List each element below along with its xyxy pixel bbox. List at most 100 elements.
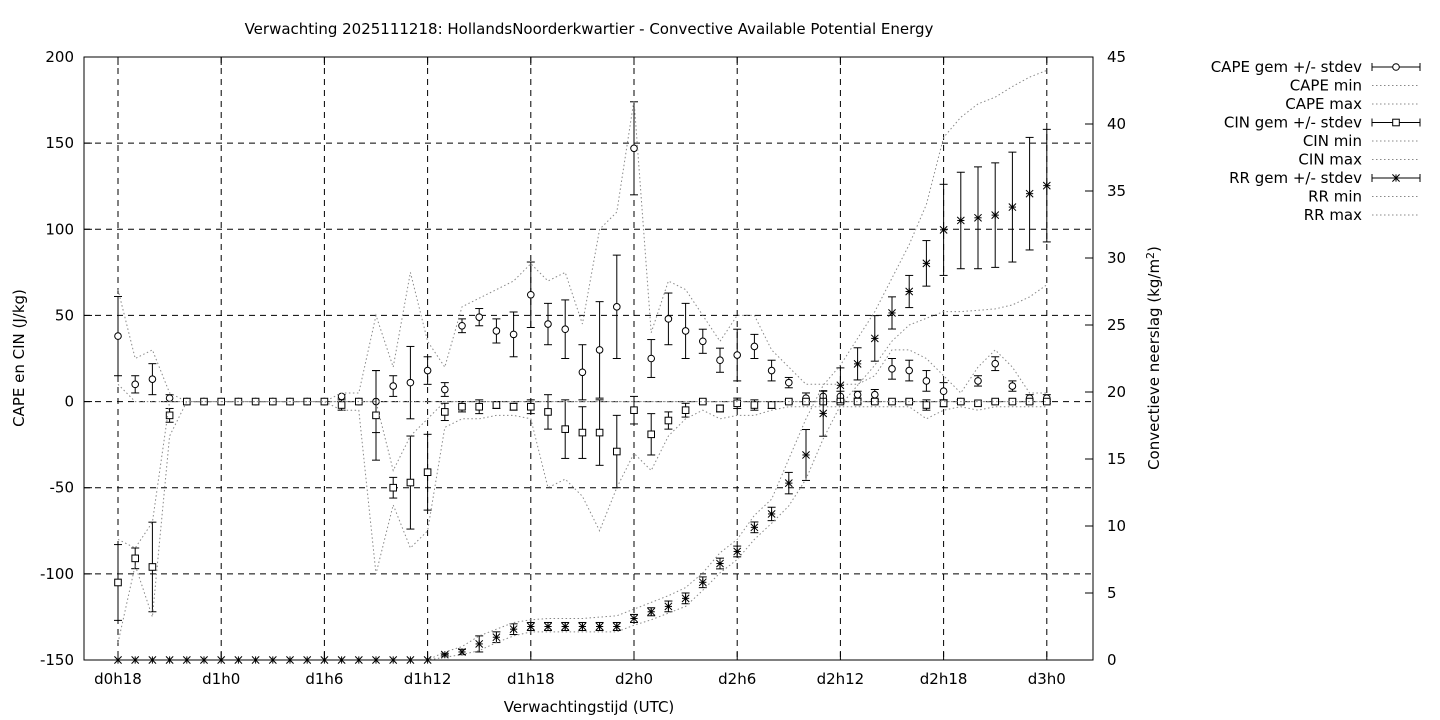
- legend-marker: [1392, 118, 1400, 127]
- rr-gem-stdev-point-stroke: [526, 622, 535, 631]
- cape-gem-stdev-point: [165, 394, 174, 402]
- rr-gem-stdev-point-stroke: [802, 451, 810, 459]
- cin-gem-stdev-point: [647, 430, 656, 439]
- cin-gem-stdev-point: [148, 563, 157, 571]
- legend-item-rr-gem-stdev: RR gem +/- stdev: [1229, 169, 1421, 187]
- legend-label: CIN gem +/- stdev: [1224, 114, 1362, 132]
- rr-gem-stdev-point-stroke: [939, 225, 948, 234]
- rr-gem-stdev-point: [853, 359, 862, 368]
- cin-gem-stdev-point: [337, 401, 346, 409]
- rr-gem-stdev-point: [784, 479, 793, 488]
- cin-gem-stdev-point: [871, 397, 879, 406]
- cin-gem-stdev-point: [578, 428, 587, 437]
- series-cin-min: [117, 401, 1047, 643]
- y2-tick-label: 40: [1107, 115, 1126, 133]
- rr-gem-stdev-point: [492, 633, 501, 642]
- cin-gem-stdev-point: [389, 483, 397, 492]
- cape-gem-stdev-point: [785, 378, 793, 387]
- rr-gem-stdev-point: [561, 622, 570, 631]
- axis-ticks: d0h18 d1h0 d1h6 d1h12 d1h18 d2h0 d2h6 d2h12 d2h1…: [40, 48, 1126, 688]
- rr-gem-stdev-point: [544, 622, 552, 631]
- cape-gem-stdev-point: [750, 342, 759, 351]
- rr-min-line: [118, 284, 1048, 661]
- rr-gem-stdev-point-stroke: [681, 594, 690, 603]
- chart-title: Verwachting 2025111218: HollandsNoorderk…: [245, 20, 934, 38]
- cape-gem-stdev-point: [544, 320, 552, 328]
- rr-gem-stdev-point-stroke: [492, 633, 501, 642]
- rr-gem-stdev-point: [836, 381, 845, 390]
- cape-gem-stdev-point: [699, 337, 707, 346]
- y-tick-label: -100: [40, 565, 74, 583]
- cape-gem-stdev-point: [389, 382, 398, 390]
- x-tick-label: d2h0: [615, 670, 653, 688]
- rr-gem-stdev-point: [750, 523, 759, 532]
- rr-gem-stdev-point: [888, 308, 896, 317]
- rr-gem-stdev-point-stroke: [836, 381, 845, 390]
- cin-gem-stdev-point: [888, 397, 896, 406]
- cape-gem-stdev-point: [888, 365, 896, 373]
- legend-item-rr-min: RR min: [1308, 188, 1420, 206]
- series-layer: [114, 69, 1051, 664]
- rr-gem-stdev-point-stroke: [733, 547, 742, 556]
- rr-gem-stdev-point-stroke: [698, 578, 707, 587]
- rr-gem-stdev-point: [956, 216, 965, 225]
- y-tick-label: -50: [50, 479, 75, 497]
- rr-gem-stdev-point: [475, 639, 484, 648]
- legend-item-cin-min: CIN min: [1303, 132, 1420, 150]
- cin-gem-stdev-point: [1043, 397, 1051, 406]
- cape-gem-stdev-point: [767, 366, 776, 375]
- y2-tick-label: 20: [1107, 383, 1126, 401]
- cape-gem-stdev-point: [131, 380, 139, 389]
- rr-gem-stdev-point: [767, 509, 776, 518]
- rr-gem-stdev-point: [647, 607, 656, 616]
- rr-gem-stdev-point-stroke: [509, 625, 518, 634]
- rr-gem-stdev-point-stroke: [974, 213, 982, 222]
- cape-gem-stdev-point: [853, 390, 862, 399]
- cape-gem-stdev-point: [974, 377, 982, 385]
- rr-gem-stdev-point-stroke: [440, 650, 449, 659]
- rr-gem-stdev-point-stroke: [750, 523, 759, 532]
- cin-gem-stdev-point: [131, 554, 139, 563]
- rr-gem-stdev-point: [974, 213, 982, 222]
- rr-max-line: [118, 69, 1047, 661]
- series-rr-min: [118, 284, 1048, 661]
- rr-gem-stdev-point: [733, 547, 742, 556]
- legend-item-cape-gem-stdev: CAPE gem +/- stdev: [1211, 58, 1421, 76]
- cin-gem-stdev-point: [406, 478, 415, 487]
- cape-gem-stdev-point: [492, 327, 501, 335]
- x-tick-label: d2h6: [718, 670, 756, 688]
- rr-gem-stdev-point-stroke: [922, 259, 931, 268]
- cin-min-line: [117, 401, 1047, 643]
- cin-gem-stdev-point: [527, 402, 535, 411]
- x-tick-label: d1h18: [507, 670, 555, 688]
- cin-gem-stdev-point: [733, 399, 742, 408]
- x-tick-label: d2h18: [920, 670, 968, 688]
- rr-gem-stdev-point: [802, 451, 810, 459]
- legend-item-cape-max: CAPE max: [1285, 95, 1420, 113]
- rr-gem-stdev-point-stroke: [578, 622, 587, 631]
- cin-gem-stdev-point: [475, 402, 483, 411]
- rr-gem-stdev-point: [630, 614, 638, 623]
- rr-gem-stdev-point: [939, 225, 948, 234]
- y-axis-label: CAPE en CIN (J/kg): [10, 289, 28, 427]
- y2-tick-label: 25: [1107, 316, 1126, 334]
- rr-gem-stdev-point-stroke: [647, 607, 656, 616]
- rr-gem-stdev-point-stroke: [853, 359, 862, 368]
- rr-gem-stdev-point-stroke: [595, 622, 604, 631]
- cin-gem-stdev-point: [561, 425, 570, 433]
- cape-gem-stdev-point: [475, 313, 484, 321]
- cape-gem-stdev-point: [991, 359, 1000, 368]
- rr-gem-stdev-point: [905, 287, 914, 296]
- cin-gem-stdev-point: [165, 411, 174, 420]
- cin-gem-stdev-point: [630, 406, 638, 414]
- cape-gem-stdev-point: [595, 346, 604, 354]
- legend-item-cape-min: CAPE min: [1290, 77, 1420, 95]
- y-tick-label: 200: [45, 48, 74, 66]
- rr-gem-stdev-point-stroke: [1008, 203, 1017, 212]
- legend-marker-stroke: [1392, 174, 1400, 182]
- cape-gem-stdev-point: [922, 377, 931, 385]
- cin-gem-stdev-point: [492, 401, 501, 409]
- cin-gem-stdev-point: [750, 401, 759, 409]
